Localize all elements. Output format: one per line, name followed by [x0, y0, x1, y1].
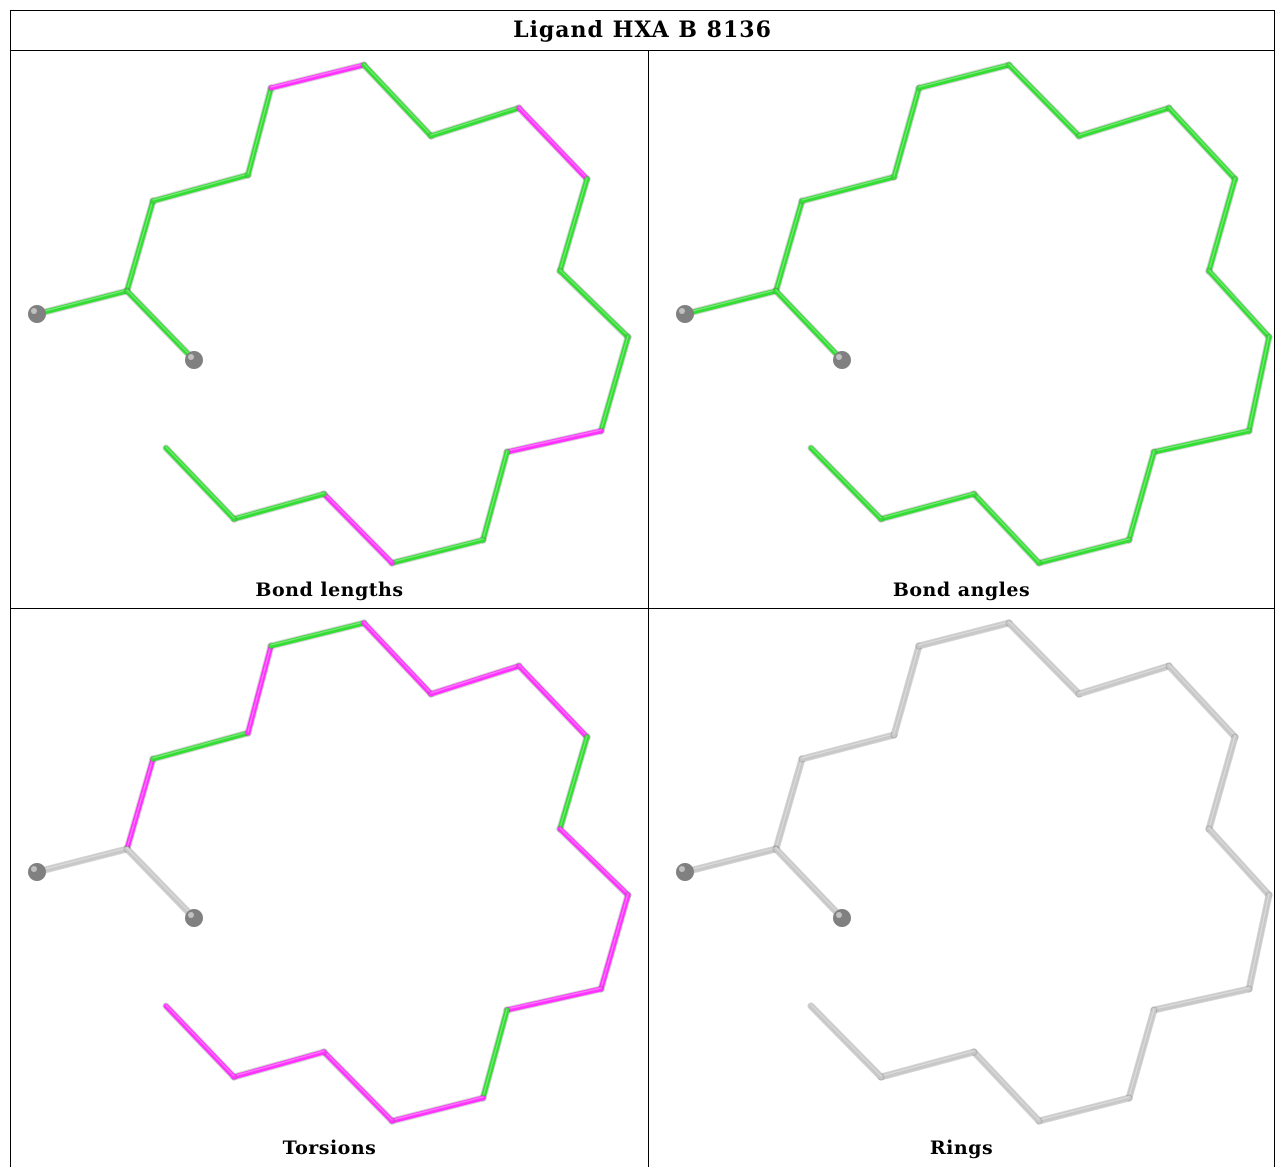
- chain-bond: [1150, 427, 1253, 456]
- branch-bond: [123, 845, 198, 922]
- panel-caption: Torsions: [282, 1137, 377, 1159]
- title-divider: [10, 50, 1275, 51]
- chain-bond: [230, 1048, 328, 1081]
- chain-bond: [556, 175, 591, 275]
- chain-bond: [267, 619, 368, 650]
- chain-bond: [427, 104, 523, 140]
- chain-bond: [360, 61, 435, 140]
- chain-bond: [149, 729, 252, 763]
- atom-sphere: [28, 305, 46, 323]
- atom-sphere: [185, 351, 203, 369]
- atom-sphere: [833, 909, 851, 927]
- chain-bond: [1165, 662, 1239, 741]
- chain-bond: [427, 662, 523, 698]
- chain-bond: [556, 825, 632, 899]
- chain-bond: [1005, 61, 1083, 140]
- chain-bond: [798, 173, 898, 205]
- atom-sphere: [185, 909, 203, 927]
- panel-caption: Bond lengths: [255, 579, 404, 601]
- chain-bond: [915, 61, 1013, 92]
- row-divider: [10, 608, 1275, 609]
- chain-bond: [807, 1002, 885, 1081]
- chain-bond: [149, 171, 252, 205]
- branch-bond: [33, 845, 131, 876]
- chain-bond: [1245, 333, 1273, 435]
- chain-bond: [1035, 536, 1133, 567]
- chain-bond: [320, 490, 396, 567]
- chain-bond: [123, 755, 157, 853]
- atom-sphere: [833, 351, 851, 369]
- panel-bond-lengths: Bond lengths: [11, 51, 648, 608]
- chain-bond: [320, 1048, 396, 1125]
- validation-figure: Ligand HXA B 8136 Bond lengths Bond angl…: [10, 10, 1275, 1167]
- border-top: [10, 10, 1275, 11]
- chain-bond: [1125, 448, 1158, 544]
- figure-title: Ligand HXA B 8136: [513, 17, 772, 43]
- panel-caption: Bond angles: [892, 579, 1031, 601]
- chain-bond: [1035, 1094, 1133, 1125]
- chain-bond: [515, 104, 591, 183]
- chain-bond: [772, 755, 806, 853]
- molecule-diagram: [676, 619, 1273, 1125]
- atom-sphere: [28, 863, 46, 881]
- branch-bond: [772, 287, 846, 364]
- panel-caption: Rings: [929, 1137, 994, 1159]
- chain-bond: [479, 1006, 511, 1102]
- chain-bond: [597, 891, 632, 993]
- chain-bond: [772, 197, 806, 295]
- column-divider: [648, 50, 649, 1167]
- chain-bond: [1075, 662, 1173, 698]
- chain-bond: [915, 619, 1013, 650]
- branch-bond: [681, 845, 780, 876]
- panel-rings: Rings: [649, 609, 1274, 1167]
- chain-bond: [1205, 175, 1239, 275]
- chain-bond: [360, 619, 435, 698]
- border-left: [10, 10, 11, 1167]
- molecule-diagram: [28, 619, 632, 1125]
- chain-bond: [515, 662, 591, 741]
- chain-bond: [1075, 104, 1173, 140]
- chain-bond: [1165, 104, 1239, 183]
- chain-bond: [890, 84, 923, 181]
- chain-bond: [1125, 1006, 1158, 1102]
- chain-bond: [479, 448, 511, 544]
- atom-sphere: [676, 863, 694, 881]
- chain-bond: [556, 733, 591, 833]
- chain-bond: [267, 61, 368, 92]
- branch-bond: [772, 845, 846, 922]
- chain-bond: [970, 1048, 1043, 1125]
- chain-bond: [388, 536, 487, 567]
- panel-bond-angles: Bond angles: [649, 51, 1274, 608]
- chain-bond: [1205, 733, 1239, 833]
- chain-bond: [503, 985, 605, 1014]
- chain-bond: [1245, 891, 1273, 993]
- chain-bond: [798, 731, 898, 763]
- chain-bond: [1205, 825, 1273, 899]
- chain-bond: [244, 642, 275, 737]
- chain-bond: [890, 642, 923, 739]
- panel-torsions: Torsions: [11, 609, 648, 1167]
- molecule-diagram: [676, 61, 1273, 567]
- chain-bond: [1005, 619, 1083, 698]
- chain-bond: [970, 490, 1043, 567]
- chain-bond: [877, 490, 978, 523]
- chain-bond: [1205, 267, 1273, 341]
- chain-bond: [162, 444, 238, 523]
- atom-sphere: [676, 305, 694, 323]
- chain-bond: [1150, 985, 1253, 1014]
- molecule-diagram: [28, 61, 632, 567]
- chain-bond: [597, 333, 632, 435]
- branch-bond: [123, 287, 198, 364]
- chain-bond: [503, 427, 605, 456]
- chain-bond: [388, 1094, 487, 1125]
- chain-bond: [244, 84, 275, 179]
- chain-bond: [230, 490, 328, 523]
- chain-bond: [877, 1048, 978, 1081]
- chain-bond: [556, 267, 632, 341]
- chain-bond: [123, 197, 157, 295]
- chain-bond: [162, 1002, 238, 1081]
- branch-bond: [681, 287, 780, 318]
- branch-bond: [33, 287, 131, 318]
- chain-bond: [807, 444, 885, 523]
